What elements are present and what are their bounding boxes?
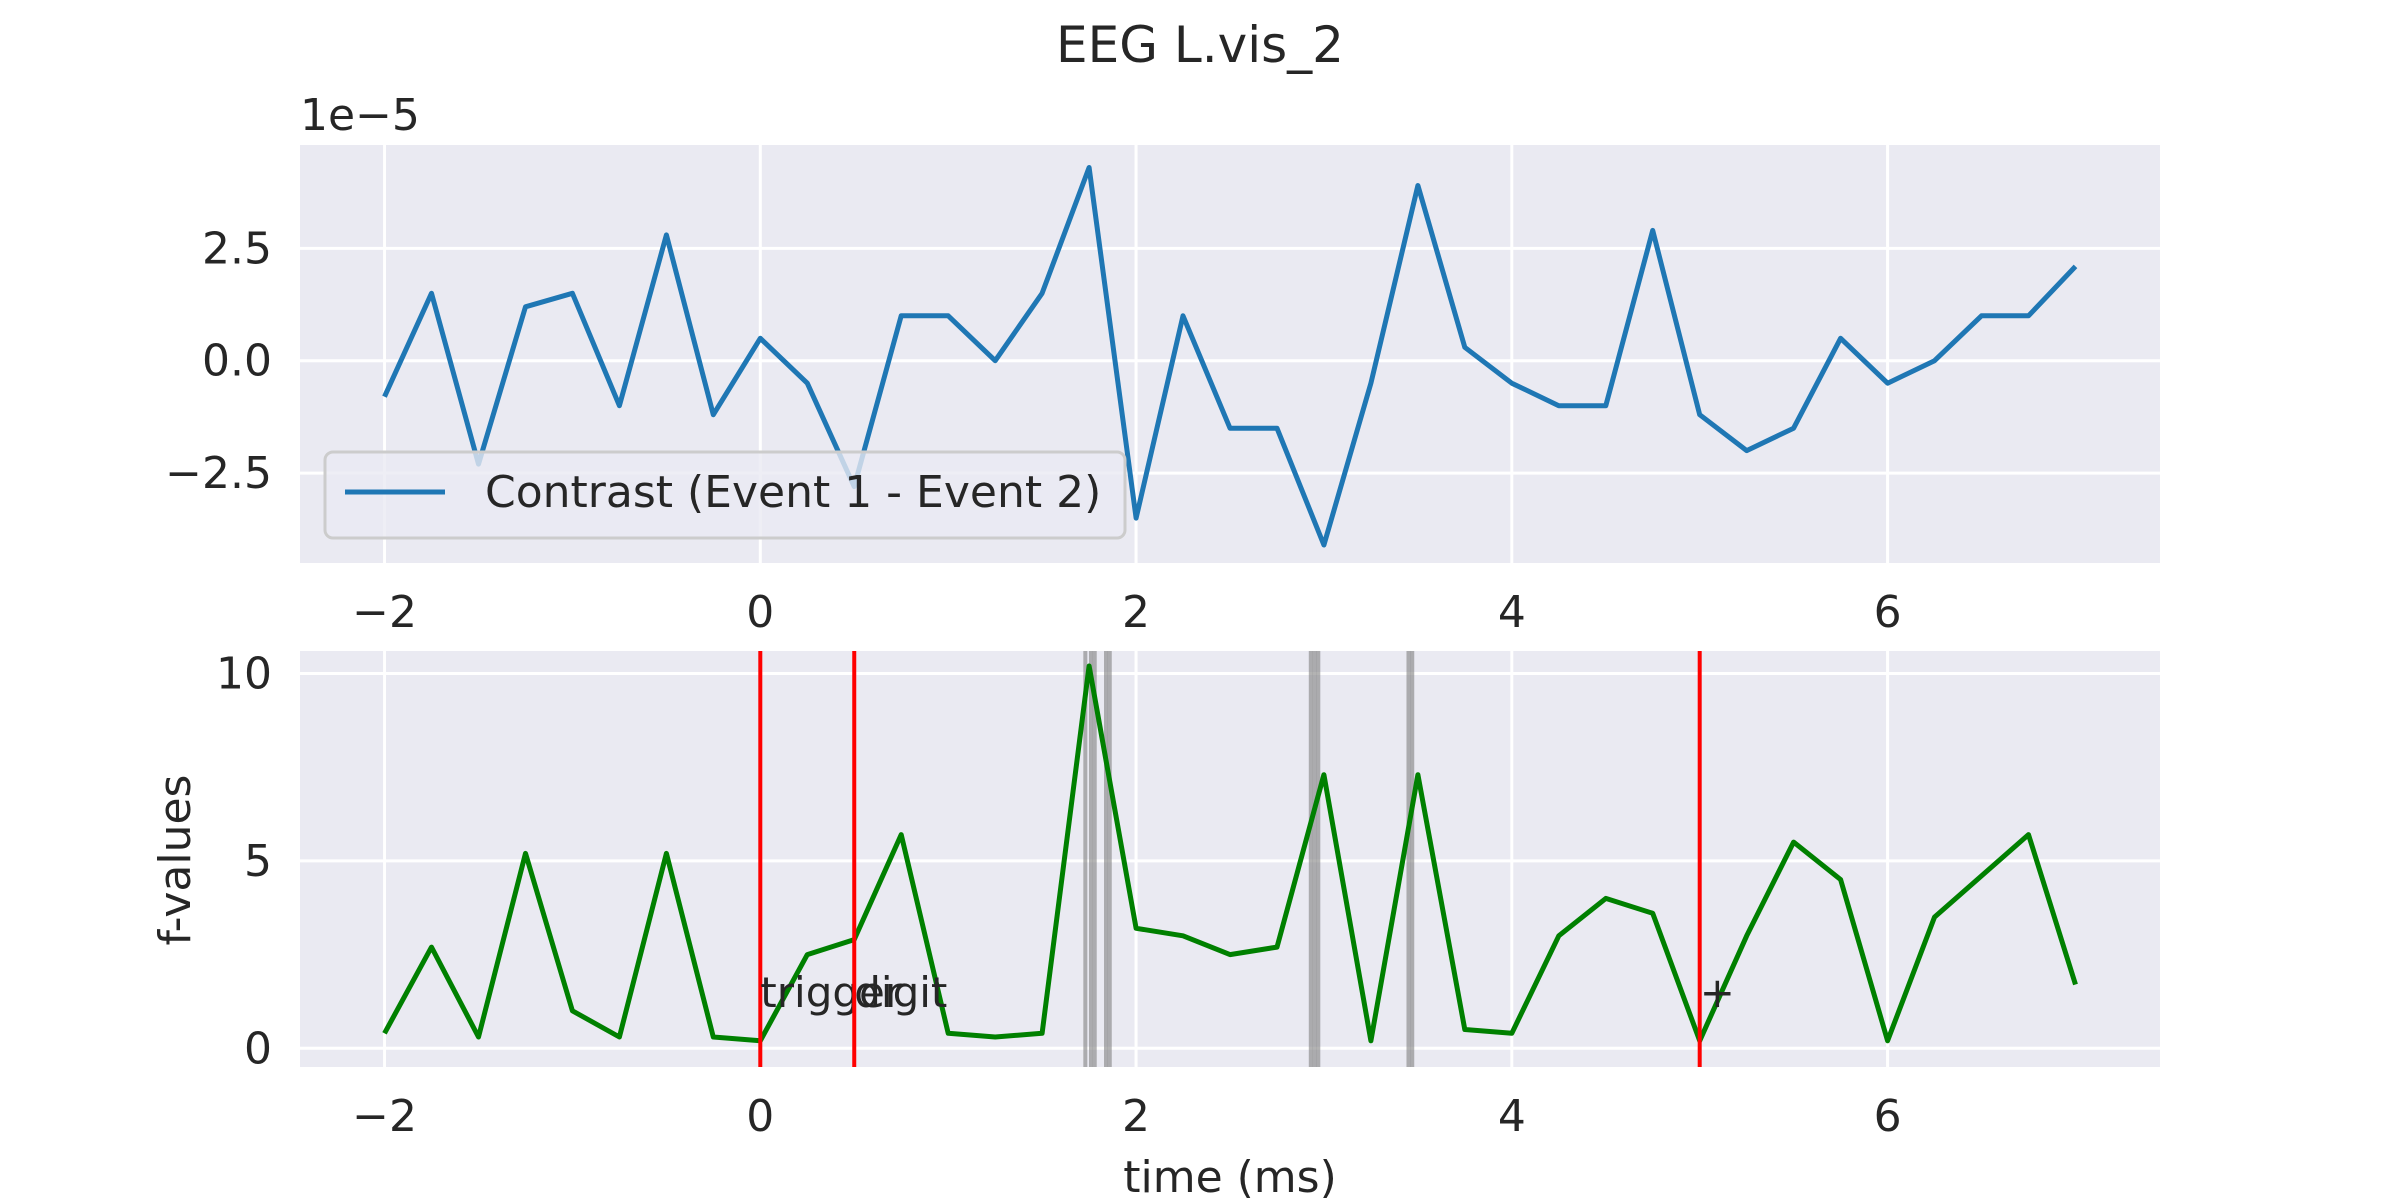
top-y-tick-label: 0.0 [202,336,272,387]
bottom-x-tick-label: −2 [352,1091,417,1142]
bottom-y-tick-label: 0 [244,1023,272,1074]
bottom-y-tick-label: 5 [244,836,272,887]
top-x-tick-label: 0 [746,587,774,638]
top-y-tick-label: −2.5 [165,448,272,499]
event-label: digit [854,968,947,1017]
legend-label: Contrast (Event 1 - Event 2) [485,467,1101,518]
top-y-tick-labels: −2.5 0.0 2.5 [165,223,272,499]
top-gridlines [300,145,2160,563]
legend-box [323,450,1127,540]
figure-title: EEG L.vis_2 [1056,16,1344,74]
bottom-series-line [382,663,2078,1044]
top-y-scale-label: 1e−5 [300,90,420,141]
bottom-x-tick-label: 4 [1498,1091,1526,1142]
top-x-tick-label: 2 [1122,587,1150,638]
significance-lines [1083,651,1415,1067]
contrast-line [382,165,2078,548]
bottom-y-tick-label: 10 [216,648,272,699]
bottom-x-tick-labels: −2 0 2 4 6 [352,1091,1901,1142]
top-x-tick-labels: −2 0 2 4 6 [352,587,1901,638]
top-x-tick-label: 4 [1498,587,1526,638]
top-y-tick-label: 2.5 [202,223,272,274]
bottom-x-axis-label: time (ms) [1123,1152,1337,1200]
bottom-x-tick-label: 2 [1122,1091,1150,1142]
bottom-plot-area [300,651,2160,1067]
top-panel: −2.5 0.0 2.5 −2 0 2 4 6 1e−5 Contrast (Event 1… [165,90,2160,638]
top-series-line [382,165,2078,548]
bottom-x-tick-label: 6 [1874,1091,1902,1142]
bottom-y-axis-label: f-values [150,775,201,946]
top-x-tick-label: 6 [1874,587,1902,638]
legend: Contrast (Event 1 - Event 2) [323,450,1127,540]
f-values-line [382,663,2078,1044]
bottom-y-tick-labels: 0 5 10 [216,648,272,1074]
event-label: trigger [760,968,903,1017]
bottom-x-tick-label: 0 [746,1091,774,1142]
event-label: + [1700,968,1735,1017]
top-x-tick-label: −2 [352,587,417,638]
